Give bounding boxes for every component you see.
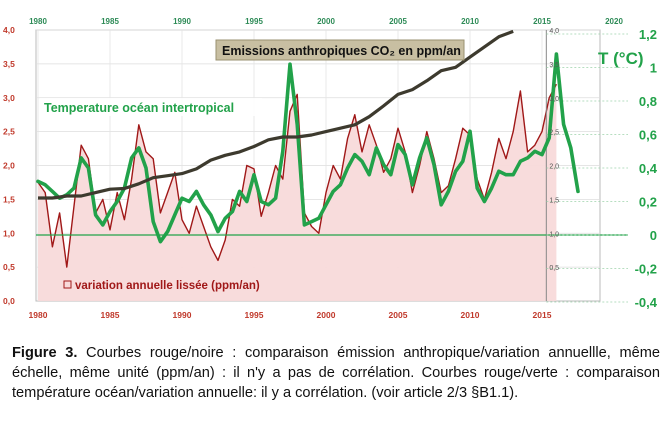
x-tick-label-top: 1985 xyxy=(101,17,119,26)
x-tick-label-top: 2015 xyxy=(533,17,551,26)
y-tick-label-right: 0 xyxy=(650,228,657,243)
temperature-line xyxy=(36,52,580,244)
caption-text: Courbes rouge/noire : comparaison émissi… xyxy=(12,345,660,401)
y-tick-label-right: 0,8 xyxy=(639,94,657,109)
y-tick-label-left: 1,5 xyxy=(3,194,15,204)
x-tick-label-bottom: 2000 xyxy=(317,310,336,320)
figure-caption: Figure 3. Courbes rouge/noire : comparai… xyxy=(12,343,660,403)
y-tick-label-left: 2,5 xyxy=(3,127,15,137)
y-tick-label-inner: 2,5 xyxy=(549,130,559,137)
y-tick-label-inner: 3,0 xyxy=(549,96,559,103)
co2-label-box xyxy=(215,39,465,61)
temperature-annotation: Temperature océan intertropical xyxy=(44,101,234,115)
y-tick-label-left: 3,5 xyxy=(3,59,15,69)
y-tick-label-right: -0,2 xyxy=(635,262,657,277)
chart-svg: 0,0 0,5 1,0 1,5 2,0 2,5 3,0 3,5 4,0 0,5 1,0 1,5 2,0 2… xyxy=(3,17,658,320)
right-axis-title: T (°C) xyxy=(598,49,644,68)
y-tick-label-inner: 2,0 xyxy=(549,164,559,171)
y-tick-label-right: 0,4 xyxy=(639,161,658,176)
x-tick-label-bottom: 1980 xyxy=(29,310,48,320)
x-tick-label-top: 1995 xyxy=(245,17,263,26)
y-tick-label-left: 4,0 xyxy=(3,25,15,35)
y-tick-label-inner: 1,5 xyxy=(549,197,559,204)
y-tick-label-left: 1,0 xyxy=(3,228,15,238)
x-tick-label-top: 2005 xyxy=(389,17,407,26)
x-tick-label-bottom: 2015 xyxy=(533,310,552,320)
x-tick-label-top: 2010 xyxy=(461,17,479,26)
co2-emissions-line xyxy=(38,29,514,200)
variation-annotation: variation annuelle lissée (ppm/an) xyxy=(75,280,260,292)
y-tick-label-right: 0,6 xyxy=(639,128,657,143)
caption-label: Figure 3. xyxy=(12,345,78,361)
y-tick-label-inner: 1,0 xyxy=(549,231,559,238)
x-tick-label-bottom: 1995 xyxy=(245,310,264,320)
y-tick-label-right: 0,2 xyxy=(639,195,657,210)
y-tick-label-inner: 0,5 xyxy=(549,265,559,272)
y-tick-label-inner: 4,0 xyxy=(549,28,559,35)
x-tick-label-top: 2000 xyxy=(317,17,335,26)
x-tick-label-bottom: 2005 xyxy=(389,310,408,320)
x-tick-label-bottom: 2010 xyxy=(461,310,480,320)
x-tick-label-top: 1990 xyxy=(173,17,191,26)
x-tick-label-top: 2020 xyxy=(605,17,623,26)
y-tick-label-left: 0,5 xyxy=(3,262,15,272)
y-tick-label-left: 2,0 xyxy=(3,161,15,171)
y-tick-label-left: 0,0 xyxy=(3,296,15,306)
y-tick-label-right: 1 xyxy=(650,61,657,76)
x-tick-label-bottom: 1990 xyxy=(173,310,192,320)
variation-legend-swatch xyxy=(63,280,72,289)
temp-label-box xyxy=(40,98,262,116)
co2-annotation: Emissions anthropiques CO₂ en ppm/an xyxy=(222,44,461,58)
y-tick-label-right: -0,4 xyxy=(635,295,658,310)
x-tick-label-top: 1980 xyxy=(29,17,47,26)
x-tick-label-bottom: 1985 xyxy=(101,310,120,320)
y-tick-label-left: 3,0 xyxy=(3,93,15,103)
chart-figure: 0,0 0,5 1,0 1,5 2,0 2,5 3,0 3,5 4,0 0,5 1,0 1,5 2,0 2… xyxy=(3,17,658,320)
y-tick-label-right: 1,2 xyxy=(639,27,657,42)
y-tick-label-inner: 3,5 xyxy=(549,62,559,69)
